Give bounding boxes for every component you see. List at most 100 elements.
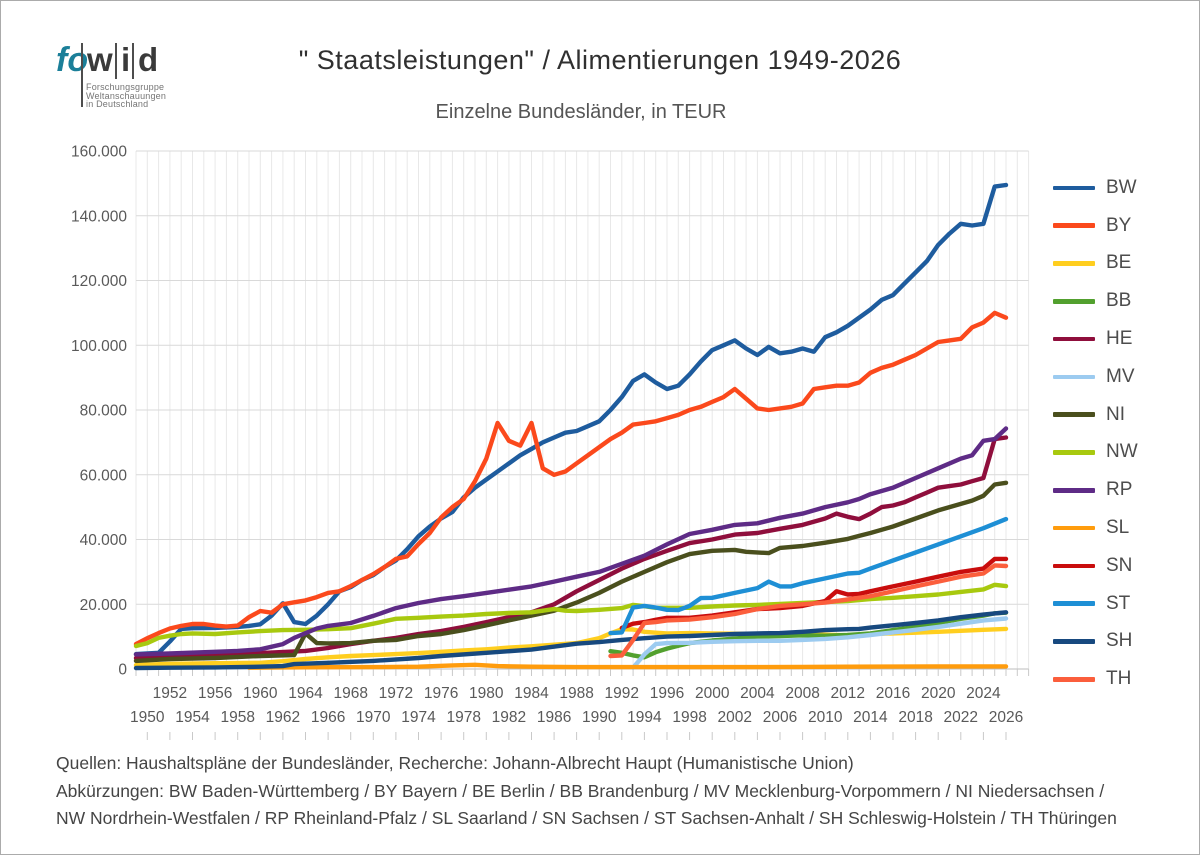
x-tick-label: 2012	[831, 685, 865, 702]
series-line-SL	[246, 662, 1009, 670]
x-tick-label: 1974	[401, 709, 436, 726]
legend-label-TH: TH	[1106, 668, 1132, 690]
x-tick-label: 1992	[605, 685, 639, 702]
legend-label-NI: NI	[1106, 403, 1125, 425]
legend-swatch-HE	[1053, 336, 1095, 342]
x-tick-label: 1958	[220, 709, 254, 726]
legend-swatch-BY	[1053, 223, 1095, 228]
x-tick-label: 1966	[311, 709, 345, 726]
x-tick-label: 2016	[876, 685, 910, 702]
legend-swatch-NI	[1053, 412, 1095, 417]
series-line-TH	[608, 563, 1009, 659]
x-tick-label: 1954	[175, 709, 210, 726]
series-line-SH	[133, 610, 1009, 671]
x-tick-label: 2006	[763, 709, 797, 726]
logo-text-i: i	[121, 41, 131, 78]
legend-label-NW: NW	[1106, 441, 1138, 463]
y-tick-label: 80.000	[80, 403, 128, 420]
logo-text-d: d	[138, 41, 159, 78]
x-tick-label: 2022	[944, 709, 978, 726]
legend-label-BE: BE	[1106, 252, 1132, 274]
y-tick-label: 140.000	[71, 208, 127, 225]
legend-item-MV: MV	[1053, 358, 1138, 396]
logo-bar-icon	[81, 43, 83, 107]
y-tick-label: 40.000	[80, 532, 128, 549]
footer: Quellen: Haushaltspläne der Bundesländer…	[56, 750, 1117, 833]
x-tick-label: 1964	[288, 685, 323, 702]
x-tick-label: 2002	[718, 709, 752, 726]
legend-item-BW: BW	[1053, 169, 1138, 207]
y-tick-label: 20.000	[80, 597, 128, 614]
legend-item-NW: NW	[1053, 434, 1138, 472]
legend-label-BY: BY	[1106, 214, 1132, 236]
fowid-logo: fo w i d Forschungsgruppe Weltanschauung…	[56, 41, 196, 111]
legend-item-SL: SL	[1053, 509, 1138, 547]
x-tick-label: 1972	[379, 685, 413, 702]
legend-label-SL: SL	[1106, 517, 1130, 539]
legend-label-BW: BW	[1106, 176, 1137, 198]
x-tick-label: 1960	[243, 685, 278, 702]
legend-item-SN: SN	[1053, 547, 1138, 585]
legend-swatch-SN	[1053, 563, 1095, 569]
x-tick-label: 1952	[153, 685, 187, 702]
legend-label-SN: SN	[1106, 554, 1133, 576]
x-tick-label: 1990	[582, 709, 617, 726]
series-line-NI	[133, 480, 1009, 664]
x-tick-label: 1968	[333, 685, 367, 702]
footer-abbrev-line-2: NW Nordrhein-Westfalen / RP Rheinland-Pf…	[56, 808, 1117, 828]
x-tick-label: 1988	[559, 685, 593, 702]
x-tick-label: 2000	[695, 685, 730, 702]
x-tick-label: 2014	[853, 709, 888, 726]
legend-swatch-NW	[1053, 450, 1095, 455]
x-tick-label: 2026	[989, 709, 1023, 726]
series-line-RP	[133, 426, 1009, 657]
series-line-BB	[608, 610, 1009, 660]
legend-item-ST: ST	[1053, 585, 1138, 623]
y-tick-label: 100.000	[71, 338, 127, 355]
x-tick-label: 1996	[650, 685, 684, 702]
legend: BW BY BE BB HE MV NI NW RP SL SN ST SH TH	[1053, 169, 1138, 698]
legend-swatch-SL	[1053, 525, 1095, 531]
logo-bar-icon	[132, 43, 134, 79]
x-tick-label: 1976	[424, 685, 458, 702]
x-tick-label: 1950	[130, 709, 165, 726]
chart-subtitle: Einzelne Bundesländer, in TEUR	[435, 101, 727, 123]
footer-source-line: Quellen: Haushaltspläne der Bundesländer…	[56, 753, 854, 773]
series-line-BW	[133, 182, 1009, 657]
x-tick-label: 1986	[537, 709, 571, 726]
legend-item-BY: BY	[1053, 207, 1138, 245]
series-line-MV	[630, 616, 1009, 670]
x-tick-label: 2008	[785, 685, 819, 702]
legend-label-RP: RP	[1106, 479, 1133, 501]
legend-item-BE: BE	[1053, 245, 1138, 283]
legend-swatch-MV	[1053, 374, 1095, 380]
chart-title: " Staatsleistungen" / Alimentierungen 19…	[298, 45, 902, 75]
legend-swatch-TH	[1053, 677, 1095, 682]
x-tick-label: 2004	[740, 685, 775, 702]
series-line-NW	[133, 582, 1009, 649]
legend-item-BB: BB	[1053, 282, 1138, 320]
legend-label-ST: ST	[1106, 592, 1131, 614]
legend-label-MV: MV	[1106, 365, 1135, 387]
logo-bar-icon	[115, 43, 117, 79]
logo-subtitle-line: in Deutschland	[86, 99, 149, 109]
x-tick-label: 2018	[898, 709, 932, 726]
legend-label-BB: BB	[1106, 290, 1132, 312]
legend-item-TH: TH	[1053, 660, 1138, 698]
x-tick-label: 1956	[198, 685, 232, 702]
legend-label-HE: HE	[1106, 328, 1133, 350]
legend-item-SH: SH	[1053, 623, 1138, 661]
legend-swatch-BB	[1053, 299, 1095, 304]
legend-swatch-BW	[1053, 185, 1095, 191]
series-line-BY	[133, 310, 1009, 647]
series-line-ST	[608, 516, 1009, 636]
legend-item-NI: NI	[1053, 396, 1138, 434]
logo-text-w: w	[87, 41, 113, 78]
x-tick-label: 1982	[492, 709, 526, 726]
x-tick-label: 1984	[514, 685, 549, 702]
logo-subtitle-line: Forschungsgruppe	[86, 82, 165, 92]
x-tick-label: 1962	[266, 709, 300, 726]
x-tick-label: 2024	[966, 685, 1001, 702]
